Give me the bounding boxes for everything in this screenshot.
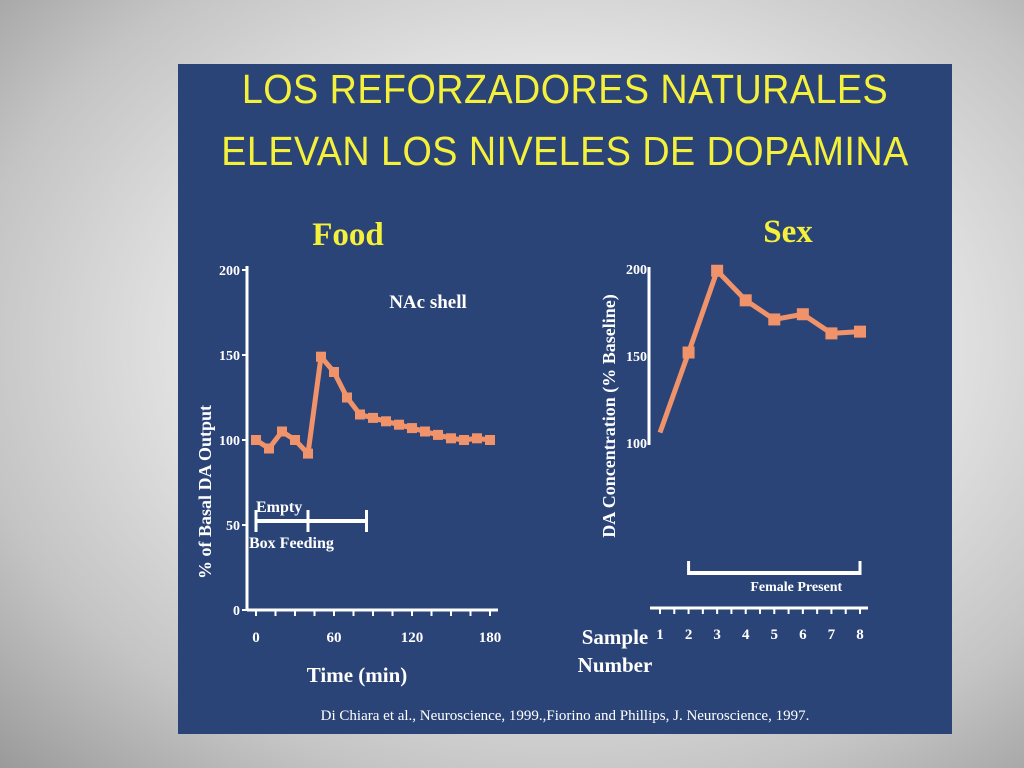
food-data-point	[485, 435, 495, 445]
food-data-point	[316, 351, 326, 362]
food-y-tick-label: 200	[219, 264, 240, 279]
food-data-point	[277, 426, 287, 437]
food-data-point	[264, 443, 274, 454]
food-y-axis-label: % of Basal DA Output	[195, 405, 215, 579]
food-data-point	[251, 435, 261, 445]
sex-data-point	[854, 325, 866, 338]
food-bar-label-box-feeding: Box Feeding	[249, 535, 334, 552]
food-data-point	[433, 429, 443, 440]
sex-x-tick-label: 8	[856, 627, 864, 643]
food-data-point	[459, 435, 469, 445]
food-x-tick-label: 0	[252, 630, 260, 646]
sex-plot-area: 200 150 100 1 2 3 4 5 6 7 8 Female Present	[626, 263, 868, 643]
food-data-point	[355, 409, 365, 420]
food-y-tick-label: 50	[226, 519, 240, 534]
sex-x-tick-label: 4	[742, 627, 750, 643]
food-x-tick-label: 120	[401, 630, 424, 646]
food-data-point	[290, 435, 300, 445]
sex-y-axis-label: DA Concentration (% Baseline)	[599, 294, 620, 537]
sex-data-point	[739, 294, 752, 307]
sex-x-axis-label-line2: Number	[578, 653, 653, 677]
food-bar-label-empty: Empty	[256, 499, 302, 516]
food-data-point	[329, 367, 339, 377]
sex-chart: Sex DA Concentration (% Baseline) Sample…	[578, 214, 868, 677]
sex-bar-label: Female Present	[750, 580, 842, 595]
sex-x-tick-label: 5	[771, 627, 779, 643]
sex-data-point	[682, 346, 695, 359]
sex-y-tick-label: 100	[626, 437, 647, 452]
food-data-point	[420, 426, 430, 437]
food-y-tick-label: 150	[219, 349, 240, 364]
food-annotation: NAc shell	[389, 292, 467, 313]
sex-x-tick-label: 1	[656, 627, 664, 643]
sex-y-tick-label: 150	[626, 350, 647, 365]
food-y-tick-label: 0	[233, 604, 240, 619]
food-data-point	[368, 412, 378, 423]
sex-data-point	[768, 313, 781, 326]
sex-data-point	[796, 308, 809, 321]
sex-data-point	[711, 264, 724, 277]
charts-canvas: Food NAc shell % of Basal DA Output Time…	[195, 214, 868, 687]
food-chart: Food NAc shell % of Basal DA Output Time…	[195, 217, 501, 687]
sex-x-axis-label-line1: Sample	[582, 625, 649, 649]
food-data-point	[472, 433, 482, 444]
citation: Di Chiara et al., Neuroscience, 1999.,Fi…	[320, 708, 810, 724]
sex-y-tick-label: 200	[626, 263, 647, 278]
sex-x-tick-label: 2	[685, 627, 693, 643]
food-data-point	[381, 416, 391, 427]
food-x-axis-label: Time (min)	[307, 663, 408, 687]
sex-x-tick-label: 3	[713, 627, 721, 643]
food-data-point	[303, 448, 313, 459]
title-line-2: ELEVAN LOS NIVELES DE DOPAMINA	[221, 128, 909, 174]
food-data-point	[407, 423, 417, 434]
food-plot-area: 200 150 100 50 00 60 120 180 Empty Box Feeding	[219, 264, 501, 646]
title-line-1: LOS REFORZADORES NATURALES	[241, 66, 889, 112]
sex-x-tick-label: 7	[828, 627, 836, 643]
food-chart-title: Food	[312, 217, 384, 253]
food-y-tick-label: 100	[219, 434, 240, 449]
food-data-point	[342, 392, 352, 403]
food-data-point	[446, 433, 456, 444]
slide: LOS REFORZADORES NATURALES ELEVAN LOS NI…	[178, 64, 952, 734]
food-x-tick-label: 180	[479, 630, 502, 646]
sex-chart-title: Sex	[763, 214, 813, 250]
sex-x-tick-label: 6	[799, 627, 807, 643]
food-data-point	[394, 419, 404, 430]
food-x-tick-label: 60	[327, 630, 342, 646]
sex-data-point	[825, 327, 838, 340]
